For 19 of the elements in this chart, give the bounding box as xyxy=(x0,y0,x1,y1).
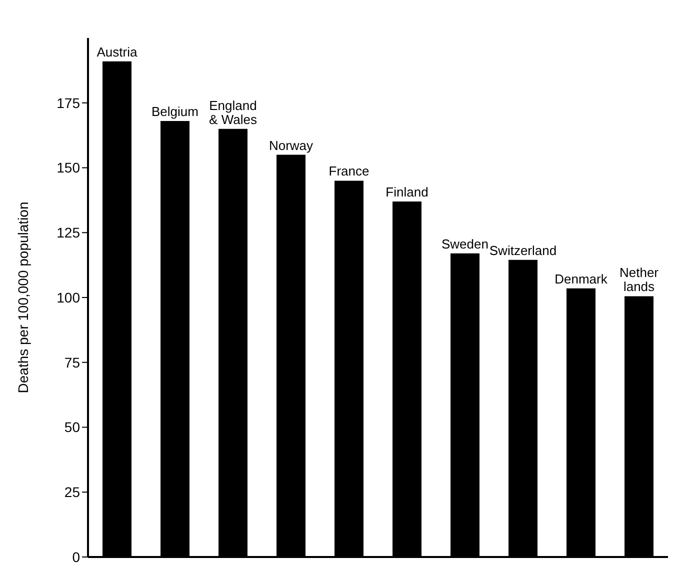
y-tick-label: 100 xyxy=(56,289,80,306)
y-tick-label: 75 xyxy=(64,354,80,370)
y-axis-title: Deaths per 100,000 population xyxy=(14,202,31,394)
x-tick-label: Switzerland xyxy=(489,242,557,258)
y-tick-label: 175 xyxy=(56,94,80,111)
x-tick-label: Finland xyxy=(386,184,428,200)
x-tick-label: France xyxy=(328,164,370,179)
y-tick-label: 0 xyxy=(72,548,80,565)
x-tick-label: Norway xyxy=(268,138,314,153)
x-tick-label: England & Wales xyxy=(209,98,258,127)
y-tick-label: 150 xyxy=(56,160,80,176)
x-tick-label: Denmark xyxy=(554,271,608,286)
y-tick-label: 125 xyxy=(56,224,80,241)
x-tick-label: Nether lands xyxy=(619,265,660,294)
x-tick-label: Austria xyxy=(96,44,138,60)
y-tick-label: 25 xyxy=(64,484,80,500)
x-tick-label: Belgium xyxy=(152,104,198,120)
y-tick-label: 50 xyxy=(64,419,80,436)
x-tick-label: Sweden xyxy=(442,236,488,252)
